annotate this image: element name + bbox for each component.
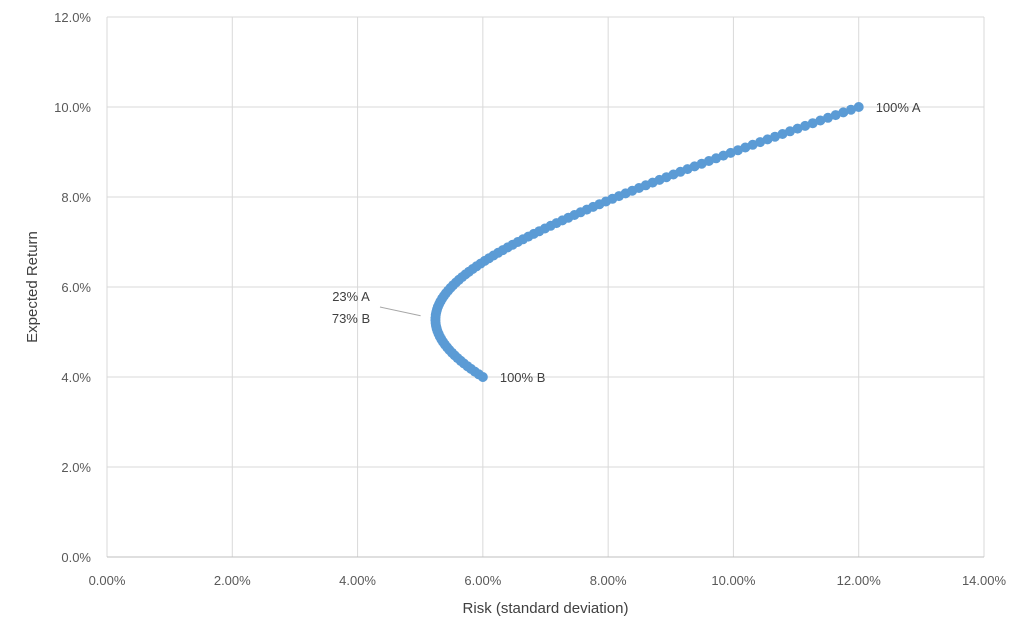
annotation-leader-line bbox=[379, 306, 421, 317]
y-tick-label: 12.0% bbox=[54, 10, 91, 25]
annotations: 100% A 100% B 23% A 73% B bbox=[332, 100, 921, 385]
x-tick-label: 8.00% bbox=[590, 573, 627, 588]
grid bbox=[106, 16, 985, 558]
y-tick-label: 0.0% bbox=[61, 550, 91, 565]
data-point bbox=[838, 107, 849, 118]
data-point bbox=[800, 120, 811, 131]
y-tick-labels: 0.0% 2.0% 4.0% 6.0% 8.0% 10.0% 12.0% bbox=[54, 10, 91, 565]
data-point bbox=[807, 118, 818, 129]
y-axis-title: Expected Return bbox=[24, 231, 41, 343]
label-100-b: 100% B bbox=[500, 370, 546, 385]
x-tick-label: 2.00% bbox=[214, 573, 251, 588]
x-tick-label: 12.00% bbox=[837, 573, 882, 588]
data-points bbox=[430, 102, 864, 382]
label-23-a: 23% A bbox=[332, 289, 370, 304]
y-tick-label: 4.0% bbox=[61, 370, 91, 385]
y-tick-label: 10.0% bbox=[54, 100, 91, 115]
y-tick-label: 2.0% bbox=[61, 460, 91, 475]
x-tick-label: 0.00% bbox=[89, 573, 126, 588]
data-point bbox=[853, 102, 864, 112]
label-73-b: 73% B bbox=[332, 311, 370, 326]
x-tick-label: 14.00% bbox=[962, 573, 1007, 588]
data-point bbox=[792, 123, 803, 134]
y-tick-label: 6.0% bbox=[61, 280, 91, 295]
data-point bbox=[785, 126, 796, 137]
data-point bbox=[822, 112, 833, 123]
data-point bbox=[830, 110, 841, 121]
x-tick-label: 6.00% bbox=[464, 573, 501, 588]
x-tick-labels: 0.00% 2.00% 4.00% 6.00% 8.00% 10.00% 12.00% 14.… bbox=[89, 573, 1007, 588]
data-point bbox=[815, 115, 826, 126]
x-tick-label: 4.00% bbox=[339, 573, 376, 588]
y-tick-label: 8.0% bbox=[61, 190, 91, 205]
data-point bbox=[845, 104, 856, 115]
label-100-a: 100% A bbox=[876, 100, 921, 115]
x-tick-label: 10.00% bbox=[711, 573, 756, 588]
data-point bbox=[777, 129, 788, 139]
x-axis-title: Risk (standard deviation) bbox=[463, 600, 629, 617]
